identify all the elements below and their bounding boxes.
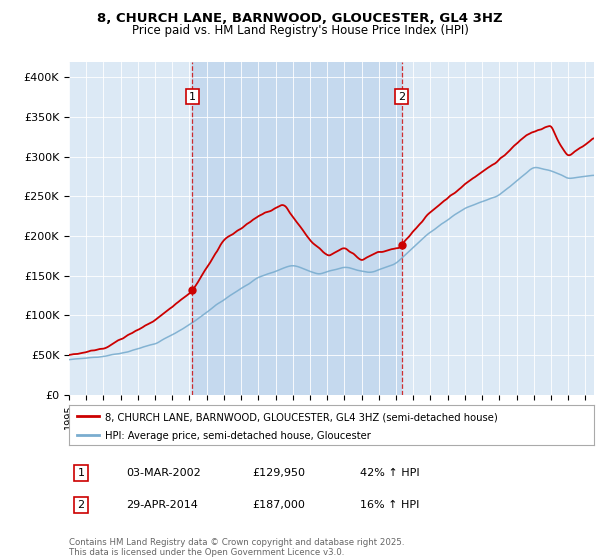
Text: HPI: Average price, semi-detached house, Gloucester: HPI: Average price, semi-detached house,…: [105, 431, 371, 441]
Text: 2: 2: [77, 500, 85, 510]
Text: £187,000: £187,000: [252, 500, 305, 510]
Text: 1: 1: [77, 468, 85, 478]
Text: 1: 1: [189, 92, 196, 101]
Text: 8, CHURCH LANE, BARNWOOD, GLOUCESTER, GL4 3HZ: 8, CHURCH LANE, BARNWOOD, GLOUCESTER, GL…: [97, 12, 503, 25]
Bar: [193, 62, 402, 395]
Text: 8, CHURCH LANE, BARNWOOD, GLOUCESTER, GL4 3HZ (semi-detached house): 8, CHURCH LANE, BARNWOOD, GLOUCESTER, GL…: [105, 413, 497, 423]
Text: £129,950: £129,950: [252, 468, 305, 478]
Text: 03-MAR-2002: 03-MAR-2002: [126, 468, 201, 478]
Text: 42% ↑ HPI: 42% ↑ HPI: [360, 468, 419, 478]
Text: 16% ↑ HPI: 16% ↑ HPI: [360, 500, 419, 510]
Text: Contains HM Land Registry data © Crown copyright and database right 2025.
This d: Contains HM Land Registry data © Crown c…: [69, 538, 404, 557]
Text: Price paid vs. HM Land Registry's House Price Index (HPI): Price paid vs. HM Land Registry's House …: [131, 24, 469, 36]
Text: 29-APR-2014: 29-APR-2014: [126, 500, 198, 510]
Text: 2: 2: [398, 92, 405, 101]
